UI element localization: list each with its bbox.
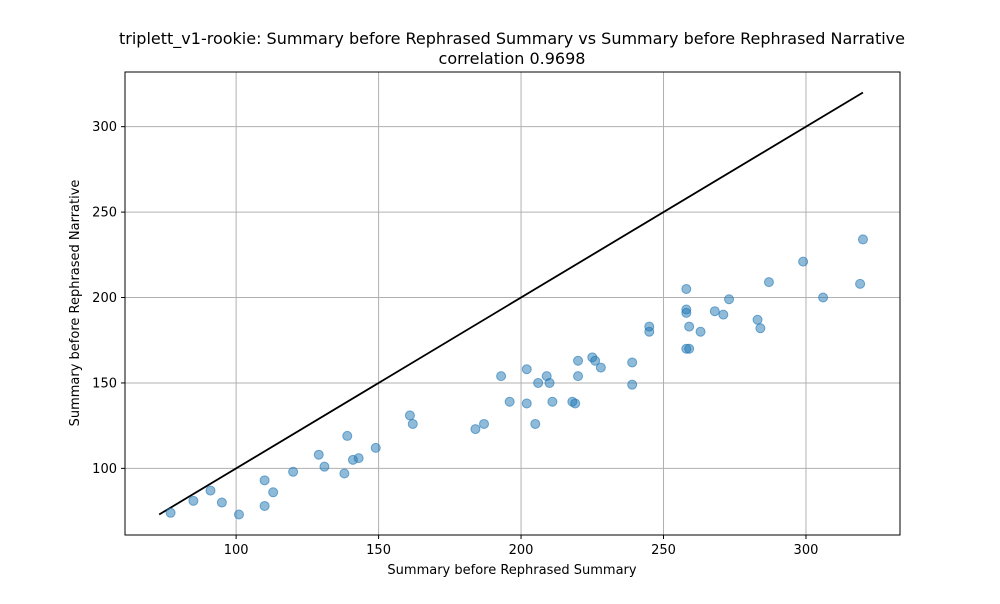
data-point — [573, 371, 584, 382]
data-point — [233, 509, 244, 520]
x-tick-label: 100 — [224, 543, 249, 558]
data-point — [763, 277, 774, 288]
y-axis-label: Summary before Rephrased Narrative — [68, 180, 83, 427]
y-tick-label: 100 — [92, 462, 117, 477]
data-point — [627, 379, 638, 390]
data-point — [342, 430, 353, 441]
data-point — [855, 278, 866, 289]
y-tick-label: 300 — [92, 120, 117, 135]
data-point — [205, 485, 216, 496]
grid — [125, 72, 900, 535]
data-point — [319, 461, 330, 472]
data-point — [590, 355, 601, 366]
data-point — [681, 283, 692, 294]
data-point — [684, 321, 695, 332]
data-point — [339, 468, 350, 479]
chart-title: triplett_v1-rookie: Summary before Rephr… — [119, 29, 905, 49]
data-point — [573, 355, 584, 366]
data-points — [165, 234, 868, 520]
x-tick-label: 250 — [651, 543, 676, 558]
data-point — [595, 362, 606, 373]
y-tick-label: 150 — [92, 376, 117, 391]
y-tick-label: 250 — [92, 206, 117, 221]
x-tick-label: 200 — [509, 543, 534, 558]
data-point — [404, 410, 415, 421]
y-axis-ticks: 100 150 200 250 300 — [92, 120, 125, 477]
data-point — [547, 396, 558, 407]
data-point — [544, 377, 555, 388]
x-axis-ticks: 100 150 200 250 300 — [224, 535, 819, 558]
plot-area-frame — [124, 71, 901, 536]
data-point — [724, 294, 735, 305]
data-point — [470, 424, 481, 435]
y-tick-label: 200 — [92, 291, 117, 306]
data-point — [857, 234, 868, 245]
data-point — [681, 307, 692, 318]
data-point — [165, 507, 176, 518]
data-point — [818, 292, 829, 303]
chart-subtitle: correlation 0.9698 — [439, 49, 586, 68]
data-point — [407, 418, 418, 429]
data-point — [533, 377, 544, 388]
data-point — [479, 418, 490, 429]
data-point — [521, 364, 532, 375]
data-point — [684, 343, 695, 354]
data-point — [695, 326, 706, 337]
data-point — [755, 323, 766, 334]
data-point — [268, 487, 279, 498]
data-point — [644, 326, 655, 337]
x-tick-label: 300 — [794, 543, 819, 558]
data-point — [521, 398, 532, 409]
data-point — [530, 418, 541, 429]
data-point — [188, 495, 199, 506]
data-point — [752, 314, 763, 325]
data-point — [504, 396, 515, 407]
data-point — [496, 371, 507, 382]
data-point — [709, 306, 720, 317]
x-tick-label: 150 — [366, 543, 391, 558]
data-point — [259, 500, 270, 511]
data-point — [259, 475, 270, 486]
data-point — [288, 466, 299, 477]
data-point — [627, 357, 638, 368]
data-point — [353, 453, 364, 464]
data-point — [370, 442, 381, 453]
data-point — [718, 309, 729, 320]
identity-line — [158, 91, 864, 516]
data-point — [798, 256, 809, 267]
data-point — [570, 398, 581, 409]
x-axis-label: Summary before Rephrased Summary — [387, 563, 636, 578]
data-point — [216, 497, 227, 508]
data-point — [313, 449, 324, 460]
